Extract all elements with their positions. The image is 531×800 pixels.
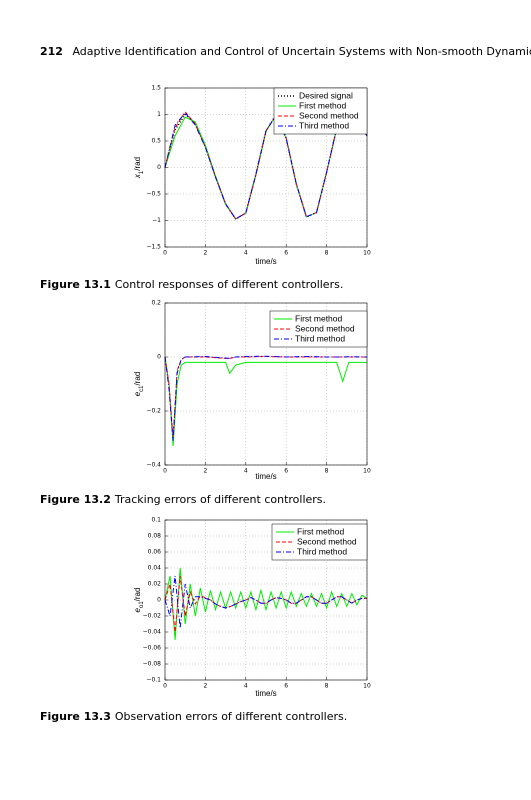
x-axis-label: time/s (255, 472, 276, 481)
y-tick-label: −0.02 (143, 613, 162, 620)
legend-label: First method (295, 313, 343, 323)
legend-label: Second method (299, 110, 359, 120)
y-tick-label: 0.06 (148, 549, 162, 556)
legend-label: Third method (297, 546, 347, 556)
y-tick-label: −0.04 (143, 629, 162, 636)
series-line (164, 575, 367, 629)
x-axis-label: time/s (255, 689, 276, 698)
x-tick-label: 10 (363, 250, 371, 257)
y-tick-label: 1.5 (151, 85, 161, 92)
y-tick-label: −0.2 (146, 408, 161, 415)
y-axis-label-part: 1 (139, 170, 145, 174)
x-tick-label: 2 (203, 683, 207, 690)
y-tick-label: 1 (157, 111, 161, 118)
series-line (164, 112, 368, 220)
caption-text: Observation errors of different controll… (115, 710, 347, 723)
legend-label: First method (297, 526, 345, 536)
x-tick-label: 8 (325, 468, 329, 475)
y-tick-label: 0 (157, 354, 161, 361)
x-tick-label: 10 (363, 468, 371, 475)
x-axis-label: time/s (255, 257, 276, 266)
page-header: 212 Adaptive Identification and Control … (40, 45, 531, 58)
y-tick-label: −0.1 (146, 677, 161, 684)
y-tick-label: 0.5 (151, 138, 161, 145)
y-axis-label: eo1/rad (133, 588, 144, 613)
x-tick-label: 6 (284, 468, 288, 475)
x-tick-label: 4 (244, 468, 248, 475)
legend-label: Third method (295, 333, 345, 343)
y-axis-label-part: o1 (139, 601, 145, 608)
y-tick-label: 0.08 (148, 533, 162, 540)
y-axis-label-part: /rad (133, 157, 142, 171)
x-tick-label: 6 (284, 250, 288, 257)
y-axis-label-part: /rad (133, 372, 142, 386)
x-tick-label: 8 (325, 250, 329, 257)
legend-label: Second method (295, 323, 355, 333)
legend-label: Third method (299, 120, 349, 130)
series-line (164, 355, 368, 441)
series-line (164, 356, 367, 447)
axes-frame (164, 302, 368, 466)
y-tick-label: 0.02 (148, 581, 162, 588)
y-tick-label: −0.5 (146, 191, 161, 198)
running-title: Adaptive Identification and Control of U… (72, 45, 531, 58)
y-axis-label: x1/rad (133, 157, 144, 179)
caption-label: Figure 13.3 (40, 710, 111, 723)
x-tick-label: 0 (163, 468, 167, 475)
axes-frame (164, 519, 368, 681)
legend-box (271, 523, 368, 561)
caption: Figure 13.2 Tracking errors of different … (40, 493, 326, 506)
y-tick-label: 0.04 (148, 565, 162, 572)
legend-label: First method (299, 100, 347, 110)
y-axis-label-part: c1 (139, 385, 145, 392)
y-tick-label: 0.2 (151, 300, 161, 307)
x-tick-label: 6 (284, 683, 288, 690)
y-tick-label: −0.4 (146, 462, 161, 469)
y-tick-label: −1 (152, 217, 161, 224)
caption: Figure 13.1 Control responses of differen… (40, 278, 343, 291)
y-axis-label-part: e (133, 607, 142, 612)
y-axis-label: ec1/rad (133, 372, 144, 397)
y-axis-label-part: e (133, 391, 142, 396)
y-tick-label: −0.06 (143, 645, 162, 652)
caption-text: Control responses of different controlle… (115, 278, 343, 291)
x-tick-label: 10 (363, 683, 371, 690)
y-tick-label: 0 (157, 164, 161, 171)
y-tick-label: −0.08 (143, 661, 162, 668)
y-tick-label: −1.5 (146, 244, 161, 251)
caption-label: Figure 13.2 (40, 493, 111, 506)
y-tick-label: 0.1 (151, 517, 161, 524)
x-tick-label: 8 (325, 683, 329, 690)
axes-frame (164, 87, 368, 248)
y-tick-label: 0 (157, 597, 161, 604)
legend-label: Desired signal (299, 90, 353, 100)
caption: Figure 13.3 Observation errors of differe… (40, 710, 347, 723)
y-axis-label-part: x (133, 173, 142, 179)
x-tick-label: 2 (203, 250, 207, 257)
x-tick-label: 4 (244, 683, 248, 690)
legend-label: Second method (297, 536, 357, 546)
x-tick-label: 4 (244, 250, 248, 257)
y-axis-label-part: /rad (133, 588, 142, 602)
x-tick-label: 0 (163, 683, 167, 690)
x-tick-label: 0 (163, 250, 167, 257)
series-line (164, 567, 368, 641)
x-tick-label: 2 (203, 468, 207, 475)
caption-label: Figure 13.1 (40, 278, 111, 291)
page-number: 212 (40, 45, 63, 58)
caption-text: Tracking errors of different controllers… (114, 493, 326, 506)
